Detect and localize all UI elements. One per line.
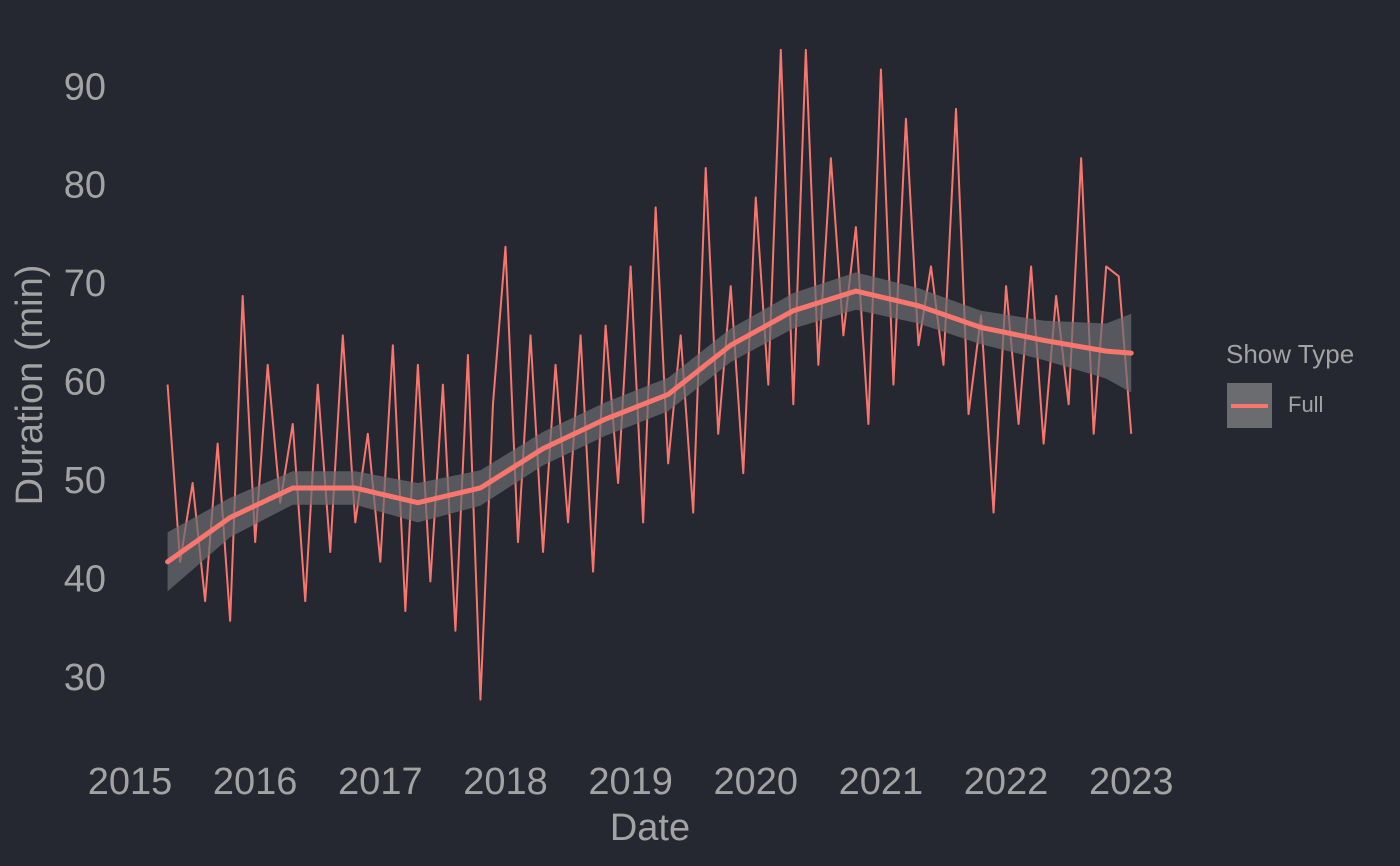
y-tick-label: 80: [64, 165, 106, 207]
smooth-line: [165, 288, 1134, 565]
x-tick-label: 2019: [588, 761, 673, 803]
x-tick-label: 2020: [713, 761, 798, 803]
y-axis-title: Duration (min): [9, 265, 51, 506]
x-tick-label: 2015: [88, 761, 173, 803]
y-tick-label: 60: [64, 362, 106, 404]
legend-title: Show Type: [1226, 339, 1354, 369]
y-tick-label: 50: [64, 460, 106, 502]
legend-label: Full: [1288, 392, 1323, 417]
x-tick-label: 2018: [463, 761, 548, 803]
y-tick-label: 40: [64, 559, 106, 601]
y-tick-label: 30: [64, 657, 106, 699]
x-tick-label: 2017: [338, 761, 423, 803]
x-tick-label: 2022: [964, 761, 1049, 803]
x-tick-label: 2021: [839, 761, 924, 803]
data-line: [166, 48, 1133, 701]
x-tick-label: 2023: [1089, 761, 1174, 803]
y-tick-label: 90: [64, 66, 106, 108]
confidence-band: [167, 272, 1132, 592]
x-tick-label: 2016: [213, 761, 298, 803]
x-axis-title: Date: [610, 807, 690, 849]
y-tick-label: 70: [64, 263, 106, 305]
